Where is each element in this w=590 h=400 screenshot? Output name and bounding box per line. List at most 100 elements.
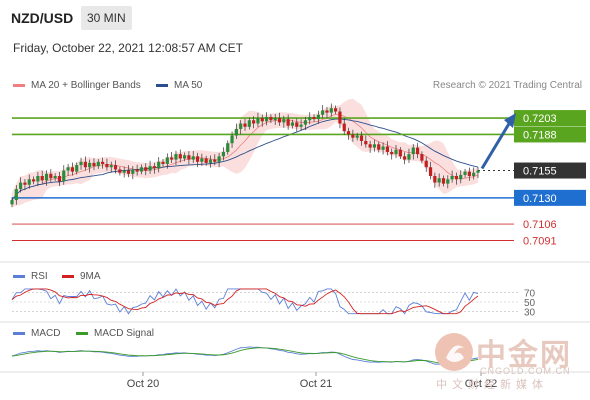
legend-label-ma50: MA 50 xyxy=(174,80,203,91)
rsi-ma-line xyxy=(11,288,479,315)
candle-body xyxy=(359,135,364,142)
candle-body xyxy=(303,120,308,125)
legend-ma50: MA 50 xyxy=(156,80,202,91)
candle-body xyxy=(62,170,66,182)
watermark-brand: 中金网 xyxy=(476,338,572,373)
candle-body xyxy=(230,135,234,144)
candle-body xyxy=(256,118,260,124)
candle-body xyxy=(364,141,368,145)
candle-body xyxy=(182,155,187,159)
watermark-url: CNGOLD.COM.CN xyxy=(480,366,571,376)
candle-body xyxy=(204,158,208,163)
candle-body xyxy=(66,167,70,171)
candle-body xyxy=(290,122,295,126)
candle-body xyxy=(10,200,14,205)
candle-body xyxy=(441,178,446,184)
legend-label-bollinger: MA 20 + Bollinger Bands xyxy=(31,80,141,91)
candle-body xyxy=(49,173,53,179)
candle-body xyxy=(372,144,377,148)
candle-body xyxy=(381,146,385,150)
candle-body xyxy=(252,120,256,124)
candle-body xyxy=(75,165,79,172)
candle-body xyxy=(385,146,389,152)
candle-body xyxy=(282,119,286,123)
candle-body xyxy=(208,159,213,163)
candle-body xyxy=(226,143,230,152)
candle-body xyxy=(355,135,359,138)
candle-body xyxy=(463,171,467,175)
candle-body xyxy=(157,161,161,169)
level-tag-resistance xyxy=(514,126,586,143)
watermark-subtitle: 中文财经新媒体 xyxy=(436,378,548,391)
candle-body xyxy=(40,176,44,181)
legend-swatch-macd-signal xyxy=(76,331,88,335)
candle-body xyxy=(161,161,165,164)
level-label-support: 0.7091 xyxy=(523,236,557,248)
candle-body xyxy=(446,179,450,184)
candle-body xyxy=(450,176,454,180)
candle-body xyxy=(342,123,346,132)
candle-body xyxy=(57,176,62,182)
candle-body xyxy=(312,116,316,120)
candle-body xyxy=(170,157,174,160)
candle-body xyxy=(420,154,424,161)
candle-body xyxy=(260,118,264,122)
candle-body xyxy=(36,176,40,182)
candle-body xyxy=(191,156,195,160)
legend-bollinger: MA 20 + Bollinger Bands xyxy=(13,80,141,91)
candle-body xyxy=(234,128,238,136)
timeframe-button[interactable]: 30 MIN xyxy=(81,6,132,30)
candle-body xyxy=(239,123,243,129)
candle-body xyxy=(277,118,282,123)
instrument-pair: NZD/USD xyxy=(11,10,74,26)
legend-label-macd-signal: MACD Signal xyxy=(94,328,155,339)
candle-body xyxy=(109,165,113,168)
candle-body xyxy=(459,174,463,180)
candle-body xyxy=(101,161,105,164)
chart-timestamp: Friday, October 22, 2021 12:08:57 AM CET xyxy=(13,41,243,55)
macd-signal-line xyxy=(11,347,479,365)
candle-body xyxy=(390,151,394,155)
candle-body xyxy=(377,144,381,150)
candle-body xyxy=(467,171,471,176)
legend-swatch-bollinger xyxy=(13,83,25,87)
candle-body xyxy=(308,116,312,121)
level-label-resistance: 0.7203 xyxy=(523,113,557,125)
candle-body xyxy=(403,156,407,160)
candle-body xyxy=(411,147,415,155)
level-tag-resistance xyxy=(514,110,586,127)
candle-body xyxy=(472,172,476,176)
candle-body xyxy=(53,176,57,179)
rsi-level-label: 70 xyxy=(524,289,536,300)
candle-body xyxy=(23,182,27,185)
candle-body xyxy=(247,120,251,127)
candle-body xyxy=(92,162,96,167)
candle-body xyxy=(70,167,75,172)
level-label-resistance: 0.7188 xyxy=(523,129,557,141)
candle-body xyxy=(139,167,144,172)
candle-body xyxy=(31,179,36,182)
watermark-logo-icon xyxy=(435,333,473,371)
legend-rsi-ma: 9MA xyxy=(62,271,101,282)
candle-body xyxy=(144,167,148,171)
candle-body xyxy=(433,176,437,183)
forecast-arrow-line xyxy=(480,121,512,170)
candle-body xyxy=(264,116,269,122)
candle-body xyxy=(428,167,433,176)
candle-body xyxy=(113,165,118,170)
candle-body xyxy=(329,108,333,113)
candle-body xyxy=(88,162,92,168)
candle-body xyxy=(27,179,31,185)
candle-body xyxy=(295,122,299,127)
legend-label-rsi-ma: 9MA xyxy=(80,271,101,282)
legend-swatch-rsi xyxy=(13,274,25,278)
candle-body xyxy=(105,163,109,168)
candle-body xyxy=(148,166,152,171)
candle-body xyxy=(221,151,226,157)
candle-body xyxy=(118,169,122,173)
legend-swatch-macd xyxy=(13,331,25,335)
candle-body xyxy=(126,170,131,174)
candle-body xyxy=(325,110,329,113)
legend-macd-signal: MACD Signal xyxy=(76,328,154,339)
